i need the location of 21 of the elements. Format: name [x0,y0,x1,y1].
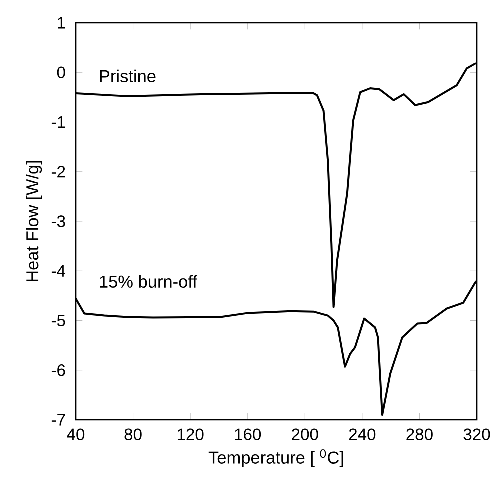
x-tick-label: 120 [178,428,204,440]
y-tick-label: -5 [52,314,66,327]
y-tick-label: -6 [52,364,66,376]
x-tick-label: 40 [67,428,85,440]
x-tick-label: 200 [292,428,318,440]
y-tick-label: -2 [52,166,66,178]
y-tick-label: -4 [52,265,66,277]
x-tick-label: 320 [464,428,490,440]
y-tick-label: 1 [58,17,66,29]
series-label: Pristine [100,70,156,83]
x-tick-label: 80 [124,428,142,440]
series-label: 15% burn-off [100,275,198,288]
x-tick-label: 240 [349,428,376,440]
y-tick-label: -3 [52,216,66,228]
x-tick-label: 280 [406,428,433,440]
y-tick-label: -1 [52,116,66,128]
y-tick-label: -7 [52,414,66,426]
y-axis-title: Heat Flow [W/g] [26,161,42,282]
x-axis-title: Temperature [ $^{0}$C] [208,450,344,468]
x-tick-label: 160 [235,428,262,440]
y-tick-label: 0 [57,66,66,79]
